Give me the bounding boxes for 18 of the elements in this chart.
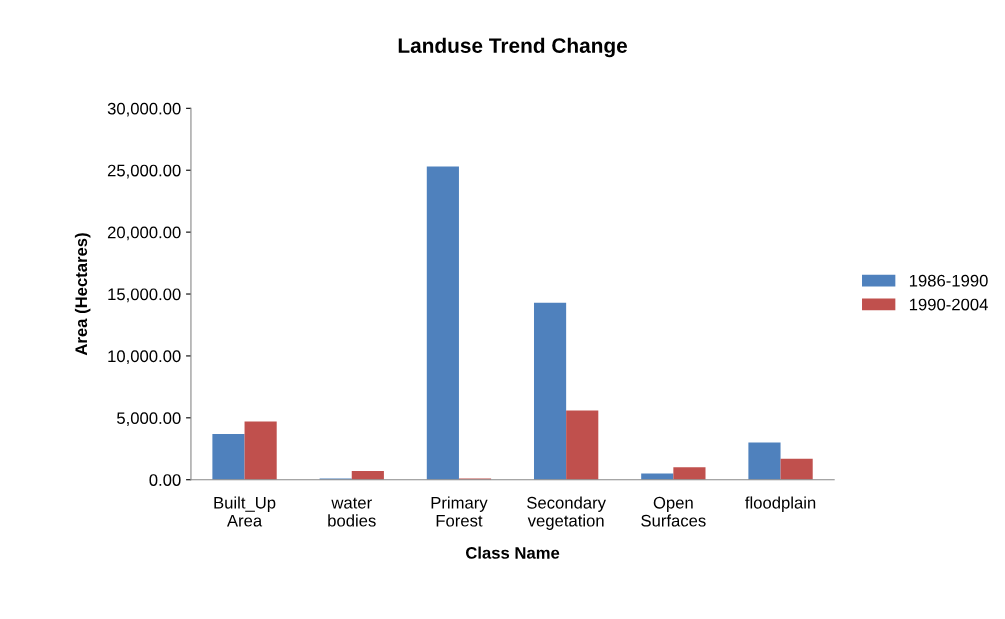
x-tick-label: Built_Up Area [214, 496, 276, 527]
x-axis-title: Class Name [465, 546, 560, 559]
x-tick-label: Primary Forest [431, 496, 488, 527]
x-tick-label: Open Surfaces [641, 496, 706, 527]
x-tick-label: floodplain [745, 496, 816, 512]
y-axis-title: Area (Hectares) [74, 233, 91, 356]
legend-label: 1990-2004 [909, 298, 988, 311]
legend-label: 1986-1990 [909, 274, 988, 287]
chart-title: Landuse Trend Change [398, 37, 628, 58]
y-tick-label: 25,000.00 [107, 164, 181, 179]
y-tick-label: 20,000.00 [107, 226, 181, 241]
y-tick-label: 0.00 [149, 474, 181, 486]
x-tick-label: Secondary vegetation [527, 496, 606, 530]
y-tick-label: 10,000.00 [108, 350, 181, 365]
x-tick-label: water bodies [328, 497, 376, 527]
y-tick-label: 15,000.00 [108, 288, 181, 303]
y-tick-label: 5,000.00 [117, 412, 181, 426]
y-tick-label: 30,000.00 [107, 102, 181, 117]
